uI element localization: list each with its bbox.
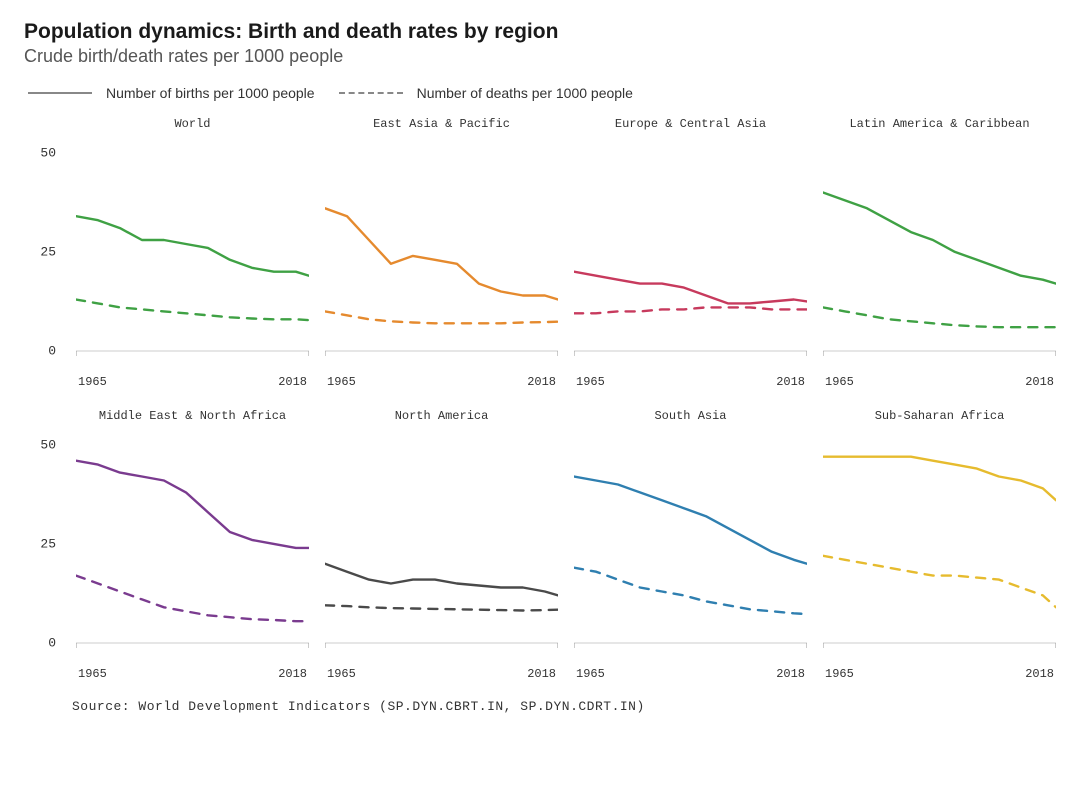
x-axis-labels: 1965 2018 bbox=[574, 375, 807, 389]
births-line bbox=[76, 461, 309, 548]
x-tick-end: 2018 bbox=[278, 667, 307, 681]
panel-latin-america-caribbean: Latin America & Caribbean19652018 bbox=[823, 119, 1056, 369]
deaths-line bbox=[76, 576, 309, 622]
deaths-line bbox=[823, 556, 1056, 608]
births-line bbox=[76, 216, 309, 276]
births-line bbox=[325, 564, 558, 596]
x-axis-labels: 1965 2018 bbox=[325, 667, 558, 681]
y-tick-label: 25 bbox=[40, 536, 56, 551]
deaths-line bbox=[325, 605, 558, 610]
births-line bbox=[574, 272, 807, 304]
deaths-line bbox=[823, 307, 1056, 327]
chart-grid: 0 25 50 World19652018East Asia & Pacific196… bbox=[24, 119, 1056, 661]
legend: Number of births per 1000 people Number … bbox=[24, 85, 1056, 101]
panel-sub-saharan-africa: Sub-Saharan Africa19652018 bbox=[823, 411, 1056, 661]
x-tick-end: 2018 bbox=[527, 667, 556, 681]
x-axis-labels: 1965 2018 bbox=[325, 375, 558, 389]
deaths-line bbox=[574, 307, 807, 313]
panel-east-asia-pacific: East Asia & Pacific19652018 bbox=[325, 119, 558, 369]
x-tick-end: 2018 bbox=[776, 667, 805, 681]
x-tick-end: 2018 bbox=[776, 375, 805, 389]
y-tick-label: 25 bbox=[40, 244, 56, 259]
legend-line-solid bbox=[28, 92, 92, 94]
x-tick-end: 2018 bbox=[278, 375, 307, 389]
x-tick-start: 1965 bbox=[78, 375, 107, 389]
births-line bbox=[823, 457, 1056, 501]
y-tick-label: 0 bbox=[48, 344, 56, 359]
deaths-line bbox=[574, 568, 807, 614]
x-axis-labels: 1965 2018 bbox=[823, 667, 1056, 681]
x-tick-start: 1965 bbox=[327, 375, 356, 389]
deaths-line bbox=[325, 311, 558, 323]
y-axis: 0 25 50 bbox=[24, 411, 60, 661]
chart-subtitle: Crude birth/death rates per 1000 people bbox=[24, 46, 1056, 67]
x-tick-start: 1965 bbox=[78, 667, 107, 681]
panel-north-america: North America19652018 bbox=[325, 411, 558, 661]
legend-item-dashed: Number of deaths per 1000 people bbox=[339, 85, 633, 101]
legend-line-dashed bbox=[339, 92, 403, 94]
x-tick-start: 1965 bbox=[825, 667, 854, 681]
x-tick-end: 2018 bbox=[527, 375, 556, 389]
y-tick-label: 0 bbox=[48, 636, 56, 651]
y-tick-label: 50 bbox=[40, 437, 56, 452]
deaths-line bbox=[76, 300, 309, 321]
x-tick-end: 2018 bbox=[1025, 375, 1054, 389]
x-axis-labels: 1965 2018 bbox=[76, 667, 309, 681]
y-axis: 0 25 50 bbox=[24, 119, 60, 369]
x-axis-labels: 1965 2018 bbox=[76, 375, 309, 389]
legend-label-dashed: Number of deaths per 1000 people bbox=[417, 85, 633, 101]
x-tick-end: 2018 bbox=[1025, 667, 1054, 681]
panel-europe-central-asia: Europe & Central Asia19652018 bbox=[574, 119, 807, 369]
x-tick-start: 1965 bbox=[576, 375, 605, 389]
panel-world: World19652018 bbox=[76, 119, 309, 369]
x-tick-start: 1965 bbox=[576, 667, 605, 681]
x-axis-labels: 1965 2018 bbox=[574, 667, 807, 681]
source-attribution: Source: World Development Indicators (SP… bbox=[24, 699, 1056, 714]
legend-item-solid: Number of births per 1000 people bbox=[28, 85, 315, 101]
x-tick-start: 1965 bbox=[327, 667, 356, 681]
births-line bbox=[574, 477, 807, 564]
legend-label-solid: Number of births per 1000 people bbox=[106, 85, 315, 101]
births-line bbox=[823, 193, 1056, 284]
chart-title: Population dynamics: Birth and death rat… bbox=[24, 20, 1056, 44]
x-tick-start: 1965 bbox=[825, 375, 854, 389]
births-line bbox=[325, 208, 558, 299]
panel-middle-east-north-africa: Middle East & North Africa19652018 bbox=[76, 411, 309, 661]
x-axis-labels: 1965 2018 bbox=[823, 375, 1056, 389]
y-tick-label: 50 bbox=[40, 145, 56, 160]
panel-south-asia: South Asia19652018 bbox=[574, 411, 807, 661]
